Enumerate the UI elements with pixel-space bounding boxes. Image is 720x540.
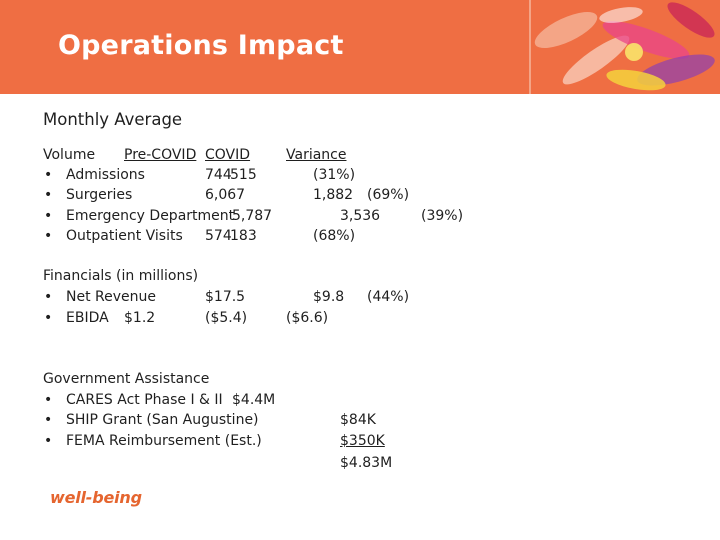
ebida-covid: ($5.4) — [205, 310, 248, 326]
bullet: • — [44, 392, 53, 408]
volume-header: Volume — [43, 147, 96, 163]
fema-amount: $350K — [340, 433, 385, 449]
ship-grant-label: SHIP Grant (San Augustine) — [66, 412, 259, 428]
admissions-label: Admissions — [66, 167, 145, 183]
net-revenue-pre: $17.5 — [205, 289, 246, 305]
outpatient-label: Outpatient Visits — [66, 228, 183, 244]
ebida-pre: $1.2 — [124, 310, 156, 326]
net-revenue-covid: $9.8 — [313, 289, 345, 305]
bullet: • — [44, 208, 53, 224]
covid-header: COVID — [205, 147, 251, 163]
ship-grant-amount: $84K — [340, 412, 376, 428]
surgeries-label: Surgeries — [66, 187, 133, 203]
emergency-covid: 3,536 — [340, 208, 381, 224]
ebida-variance: ($6.6) — [286, 310, 329, 326]
cares-act-label: CARES Act Phase I & II — [66, 392, 223, 408]
ebida-label: EBIDA — [66, 310, 109, 326]
emergency-label: Emergency Department — [66, 208, 235, 224]
admissions-variance: (31%) — [313, 167, 356, 183]
slide-title: Operations Impact — [58, 30, 344, 61]
outpatient-covid: 183 — [230, 228, 257, 244]
bullet: • — [44, 412, 53, 428]
well-being-logo: well-being — [50, 488, 142, 507]
bullet: • — [44, 187, 53, 203]
net-revenue-label: Net Revenue — [66, 289, 156, 305]
surgeries-variance: (69%) — [367, 187, 410, 203]
net-revenue-variance: (44%) — [367, 289, 410, 305]
fema-label: FEMA Reimbursement (Est.) — [66, 433, 262, 449]
admissions-pre: 744 — [205, 167, 232, 183]
bullet: • — [44, 167, 53, 183]
flower-decoration-image — [526, 0, 720, 94]
financials-heading: Financials (in millions) — [43, 268, 199, 284]
bullet: • — [44, 228, 53, 244]
bullet: • — [44, 310, 53, 326]
bullet: • — [44, 289, 53, 305]
bullet: • — [44, 433, 53, 449]
emergency-variance: (39%) — [421, 208, 464, 224]
cares-act-amount: $4.4M — [232, 392, 276, 408]
outpatient-pre: 574 — [205, 228, 232, 244]
admissions-covid: 515 — [230, 167, 257, 183]
monthly-average-heading: Monthly Average — [43, 110, 183, 129]
emergency-pre: 5,787 — [232, 208, 273, 224]
assistance-total: $4.83M — [340, 455, 393, 471]
outpatient-variance: (68%) — [313, 228, 356, 244]
pre-covid-header: Pre-COVID — [124, 147, 197, 163]
surgeries-pre: 6,067 — [205, 187, 246, 203]
title-bar: Operations Impact — [0, 0, 720, 94]
government-assistance-heading: Government Assistance — [43, 371, 210, 387]
surgeries-covid: 1,882 — [313, 187, 354, 203]
variance-header: Variance — [286, 147, 347, 163]
